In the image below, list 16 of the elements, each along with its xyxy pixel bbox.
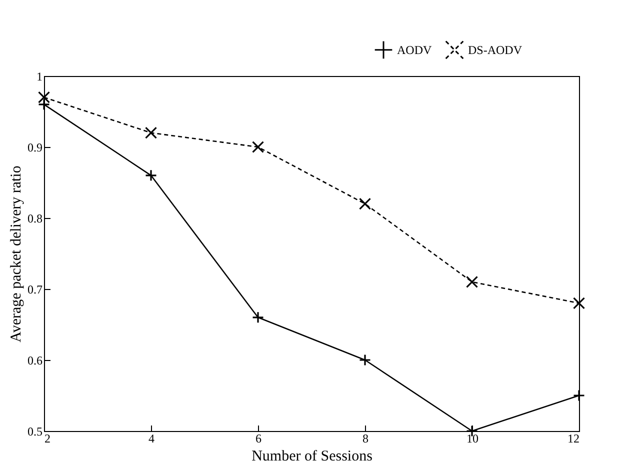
- legend-label: AODV: [397, 42, 432, 57]
- x-axis-title: Number of Sessions: [252, 448, 373, 464]
- y-tick-label: 0.6: [28, 354, 42, 368]
- x-tick-label: 6: [256, 432, 262, 446]
- x-tick-label: 4: [148, 432, 154, 446]
- y-axis-title: Average packet delivery ratio: [8, 166, 24, 342]
- y-tick-label: 0.9: [28, 140, 42, 154]
- legend-label: DS-AODV: [468, 42, 522, 57]
- x-tick-label: 8: [362, 432, 368, 446]
- y-tick-label: 0.7: [28, 282, 42, 296]
- y-tick-label: 0.5: [28, 424, 42, 438]
- x-tick-label: 12: [568, 432, 580, 446]
- x-tick-label: 10: [466, 432, 478, 446]
- y-tick-label: 1: [36, 70, 42, 84]
- x-tick-label: 2: [44, 432, 50, 446]
- y-tick-label: 0.8: [28, 212, 42, 226]
